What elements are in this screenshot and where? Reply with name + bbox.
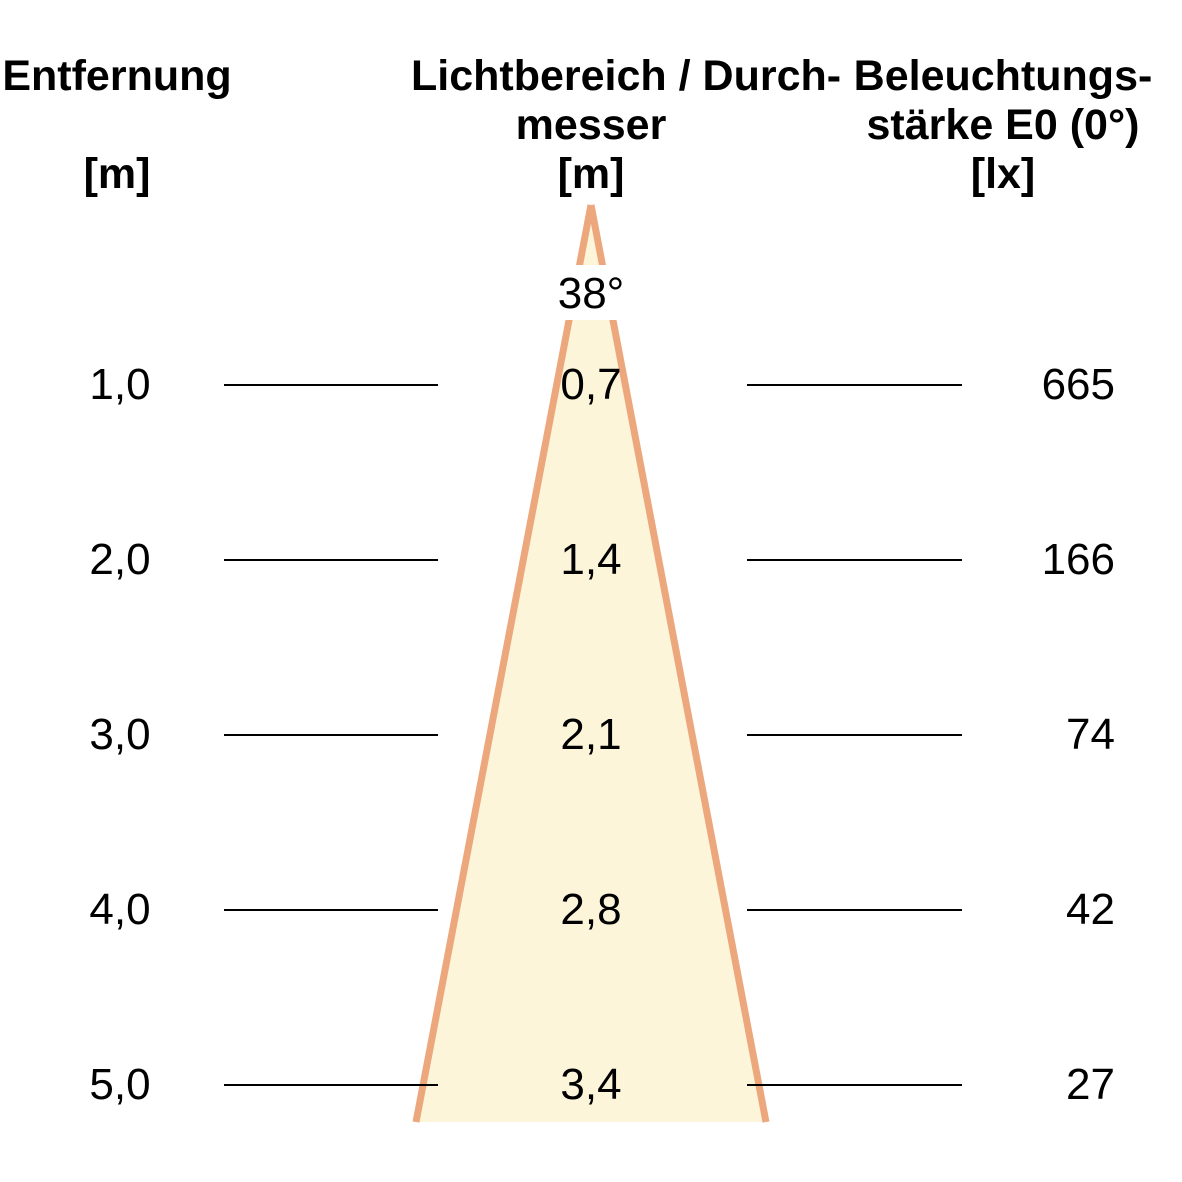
distance-leader-line	[224, 559, 438, 561]
distance-value: 5,0	[89, 1060, 151, 1109]
diameter-value: 0,7	[560, 360, 622, 409]
diameter-unit: [m]	[557, 150, 625, 198]
illuminance-leader-line	[747, 734, 962, 736]
distance-column-header: Entfernung	[2, 52, 232, 100]
light-cone-left-edge	[412, 204, 595, 1123]
beam-angle-label: 38°	[557, 269, 625, 318]
distance-leader-line	[224, 1084, 438, 1086]
illuminance-unit: [lx]	[970, 150, 1036, 198]
illuminance-leader-line	[747, 559, 962, 561]
illuminance-leader-line	[747, 384, 962, 386]
distance-leader-line	[224, 384, 438, 386]
distance-value: 4,0	[89, 885, 151, 934]
illuminance-value: 74	[1066, 710, 1115, 759]
illuminance-column-header-line1: Beleuchtungs-	[853, 52, 1153, 100]
illuminance-value: 42	[1066, 885, 1115, 934]
distance-leader-line	[224, 909, 438, 911]
illuminance-value: 27	[1066, 1060, 1115, 1109]
diameter-column-header-line2: messer	[515, 101, 667, 149]
diameter-value: 1,4	[560, 535, 622, 584]
illuminance-value: 665	[1041, 360, 1115, 409]
illuminance-column-header-line2: stärke E0 (0°)	[866, 101, 1140, 149]
light-cone-fill	[416, 205, 766, 1122]
illuminance-value: 166	[1041, 535, 1115, 584]
distance-value: 3,0	[89, 710, 151, 759]
distance-unit: [m]	[83, 150, 151, 198]
diameter-column-header-line1: Lichtbereich / Durch-	[411, 52, 842, 100]
distance-leader-line	[224, 734, 438, 736]
beam-angle-label-gap	[528, 265, 654, 320]
distance-value: 2,0	[89, 535, 151, 584]
diameter-value: 2,1	[560, 710, 622, 759]
diameter-value: 3,4	[560, 1060, 622, 1109]
light-cone-right-edge	[587, 204, 770, 1123]
diameter-value: 2,8	[560, 885, 622, 934]
distance-value: 1,0	[89, 360, 151, 409]
illuminance-leader-line	[747, 1084, 962, 1086]
illuminance-leader-line	[747, 909, 962, 911]
